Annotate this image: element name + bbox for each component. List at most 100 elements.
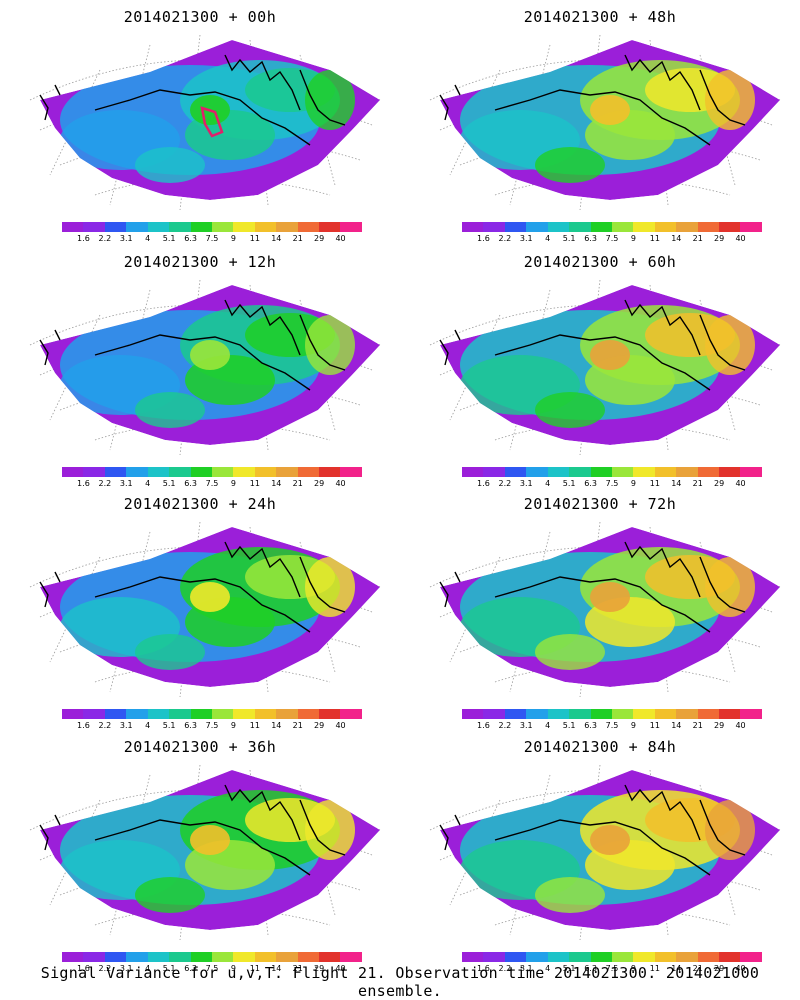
colorbar-tick-label: 2.2	[98, 964, 112, 973]
colorbar-swatch	[254, 952, 277, 962]
colorbar-tick-label: 7.5	[205, 964, 219, 973]
colorbar-swatch	[526, 222, 548, 232]
colorbar-tick-label: 4	[145, 964, 151, 973]
colorbar-tick-label: 11	[249, 721, 260, 730]
colorbar-swatch	[233, 467, 255, 477]
colorbar-tick-label: 2.2	[498, 479, 512, 488]
colorbar-tick-label: 40	[735, 721, 746, 730]
colorbar-swatch	[740, 467, 762, 477]
colorbar-tick-label: 40	[335, 721, 346, 730]
colorbar-swatch	[126, 952, 148, 962]
variance-map	[29, 34, 381, 211]
colorbar-swatch	[83, 467, 105, 477]
colorbar-swatch	[740, 709, 762, 719]
colorbar-swatch	[719, 709, 741, 719]
colorbar-swatch	[654, 709, 677, 719]
colorbar-swatch	[211, 467, 234, 477]
map-panel: 2014021300 + 00h 1.6 2.2 3.1 4 5.1 6.3 7.5 9 11 14…	[0, 0, 400, 245]
colorbar-swatch	[633, 709, 655, 719]
colorbar-swatch	[633, 952, 655, 962]
colorbar-tick-label: 4	[545, 721, 551, 730]
colorbar-swatch	[697, 222, 720, 232]
colorbar-tick-label: 4	[145, 721, 151, 730]
colorbar-tick-label: 14	[671, 479, 682, 488]
colorbar-tick-label: 6.3	[584, 234, 597, 243]
colorbar-tick-label: 6.3	[184, 234, 197, 243]
colorbar-tick-label: 2.2	[98, 721, 112, 730]
colorbar-tick-label: 5.1	[162, 721, 176, 730]
colorbar-swatch	[462, 709, 484, 719]
map-panel: 2014021300 + 72h 1.6 2.2 3.1 4 5.1 6.3 7.5 9 11 14…	[400, 487, 800, 732]
colorbar-swatch	[611, 709, 634, 719]
colorbar-swatch	[211, 709, 234, 719]
colorbar-tick-label: 21	[292, 234, 303, 243]
colorbar-swatch	[590, 709, 612, 719]
colorbar-tick-label: 21	[692, 479, 703, 488]
colorbar-swatch	[104, 952, 127, 962]
colorbar-tick-label: 1.6	[77, 721, 90, 730]
variance-map	[429, 521, 781, 698]
colorbar-tick-label: 3.1	[119, 721, 133, 730]
colorbar-swatch	[276, 709, 298, 719]
colorbar-tick-label: 21	[292, 721, 303, 730]
panel-title: 2014021300 + 84h	[523, 738, 677, 756]
colorbar-tick-label: 14	[671, 964, 682, 973]
colorbar-tick-label: 14	[271, 479, 282, 488]
colorbar-tick-label: 1.6	[477, 234, 490, 243]
colorbar-tick-label: 29	[314, 964, 325, 973]
colorbar-swatch	[676, 467, 698, 477]
map-panel: 2014021300 + 12h 1.6 2.2 3.1 4 5.1 6.3 7.5 9 11 14…	[0, 245, 400, 490]
colorbar	[462, 467, 762, 477]
colorbar-tick-label: 2.2	[498, 234, 512, 243]
colorbar-swatch	[190, 709, 212, 719]
panel-title: 2014021300 + 12h	[123, 253, 277, 271]
colorbar-tick-label: 3.1	[119, 964, 133, 973]
colorbar-swatch	[83, 709, 105, 719]
colorbar-tick-label: 7.5	[605, 479, 619, 488]
colorbar-swatch	[319, 222, 341, 232]
colorbar-swatch	[504, 709, 527, 719]
colorbar-swatch	[147, 952, 170, 962]
colorbar-tick-label: 21	[692, 964, 703, 973]
coastlines	[439, 54, 746, 146]
colorbar-swatch	[697, 952, 720, 962]
variance-map	[429, 279, 781, 456]
colorbar-swatch	[104, 222, 127, 232]
colorbar-tick-label: 7.5	[205, 479, 219, 488]
colorbar-tick-label: 11	[649, 964, 660, 973]
colorbar-swatch	[611, 952, 634, 962]
colorbar-swatch	[504, 952, 527, 962]
colorbar-tick-label: 2.2	[98, 479, 112, 488]
colorbar-tick-label: 4	[545, 234, 551, 243]
colorbar-swatch	[319, 952, 341, 962]
colorbar-swatch	[104, 709, 127, 719]
colorbar-swatch	[104, 467, 127, 477]
colorbar-swatch	[254, 222, 277, 232]
map-panel: 2014021300 + 60h 1.6 2.2 3.1 4 5.1 6.3 7.5 9 11 14…	[400, 245, 800, 490]
colorbar-tick-label: 21	[692, 721, 703, 730]
colorbar-tick-label: 40	[335, 964, 346, 973]
colorbar-tick-label: 9	[230, 234, 236, 243]
colorbar-tick-label: 9	[230, 964, 236, 973]
panel-title: 2014021300 + 72h	[523, 495, 677, 513]
colorbar-swatch	[719, 467, 741, 477]
panel-title: 2014021300 + 36h	[123, 738, 277, 756]
colorbar-swatch	[211, 952, 234, 962]
variance-map	[29, 764, 381, 941]
colorbar-swatch	[590, 467, 612, 477]
colorbar-swatch	[633, 467, 655, 477]
flight-track-marker	[200, 106, 224, 138]
colorbar-swatch	[276, 467, 298, 477]
colorbar-tick-label: 29	[314, 234, 325, 243]
colorbar-swatch	[297, 709, 320, 719]
coastlines	[39, 541, 346, 633]
colorbar-swatch	[547, 952, 570, 962]
colorbar-swatch	[483, 952, 505, 962]
colorbar-swatch	[740, 952, 762, 962]
colorbar-swatch	[547, 709, 570, 719]
colorbar-tick-label: 4	[545, 964, 551, 973]
colorbar-tick-label: 9	[630, 964, 636, 973]
colorbar-swatch	[62, 709, 84, 719]
colorbar-tick-label: 9	[230, 479, 236, 488]
colorbar-tick-label: 4	[545, 479, 551, 488]
